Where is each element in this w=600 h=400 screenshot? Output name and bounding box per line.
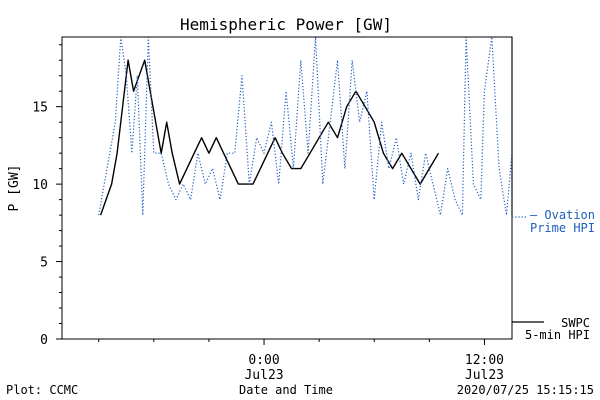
footer-right: 2020/07/25 15:15:15: [457, 383, 594, 397]
ovation-legend-label: — Ovation: [530, 208, 595, 222]
footer-left: Plot: CCMC: [6, 383, 78, 397]
x-tick-time-label: 12:00: [465, 353, 504, 368]
swpc-legend-label: 5-min HPI: [525, 328, 590, 342]
chart-title: Hemispheric Power [GW]: [180, 15, 392, 34]
x-tick-date-label: Jul23: [244, 368, 283, 383]
x-tick-time-label: 0:00: [248, 353, 279, 368]
ovation-legend-label: Prime HPI: [530, 221, 595, 235]
swpc-hpi-series-line: [101, 60, 439, 215]
hemispheric-power-chart: Hemispheric Power [GW] P [GW] 0 5 10 15 0:00…: [0, 0, 600, 400]
y-axis-label: P [GW]: [7, 165, 22, 212]
y-tick-label: 0: [40, 333, 48, 348]
ovation-prime-series-line: [99, 37, 512, 215]
y-tick-label: 5: [40, 256, 48, 271]
x-tick-date-label: Jul23: [465, 368, 504, 383]
y-tick-label: 10: [32, 178, 48, 193]
y-tick-label: 15: [32, 101, 48, 116]
footer-center: Date and Time: [239, 383, 333, 397]
